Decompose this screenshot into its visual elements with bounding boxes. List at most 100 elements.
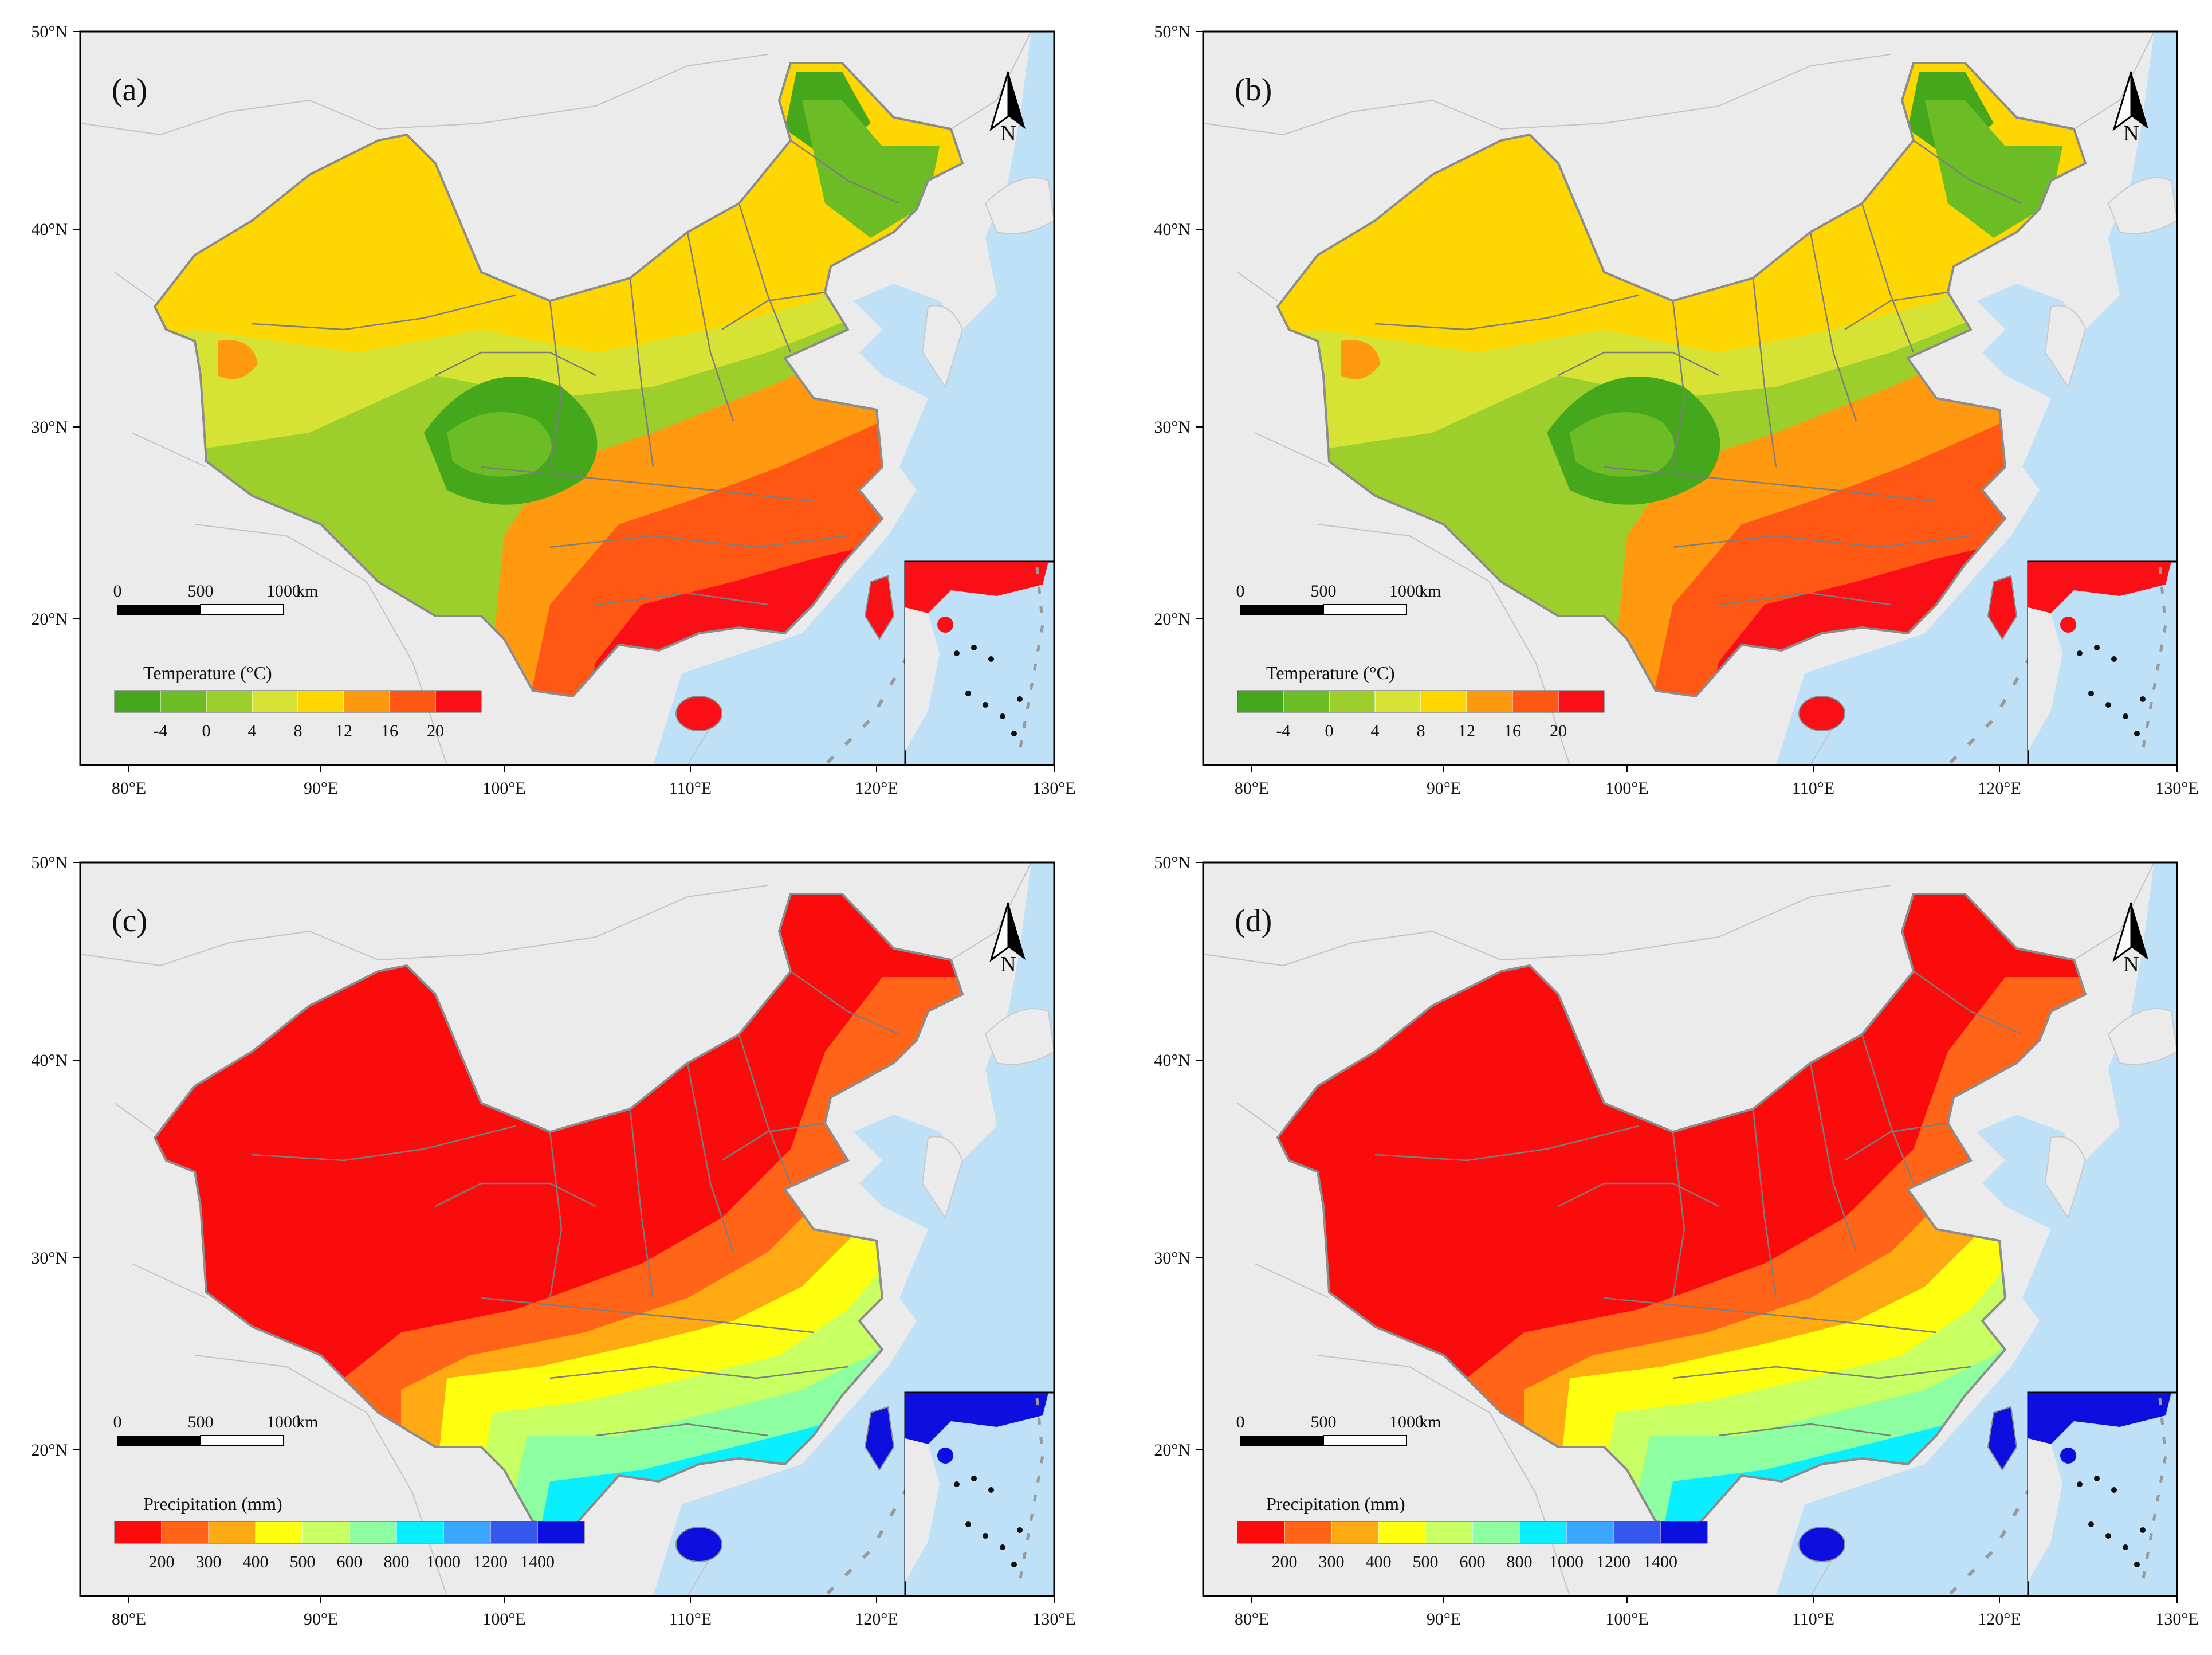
inset-island-dot [1000,713,1005,719]
province-border [549,535,848,548]
province-border [686,232,734,422]
province-border [1861,1034,1915,1184]
lon-label: 110°E [1792,1610,1834,1629]
colorbar-swatch [1420,690,1467,713]
province-border [1752,1108,1777,1299]
hainan-island [1798,1527,1845,1562]
lon-label: 100°E [1605,779,1648,798]
province-border [1913,139,2023,205]
inset-coast [905,1393,1048,1444]
scale-bar-white [200,1435,284,1446]
colorbar-swatch [302,1521,350,1544]
scale-bar-tick: 1000 [266,1413,301,1432]
province-border [686,1062,734,1253]
colorbar-tick-label: 300 [196,1552,222,1571]
korea-peninsula [2044,305,2087,389]
province-border [721,291,826,331]
province-border [738,1034,792,1184]
province-border [252,1125,516,1162]
hainan-island [1798,696,1845,731]
country-border [1237,1103,1278,1132]
scale-bar-white [1323,1435,1407,1446]
colorbar-tick-label: 500 [1413,1552,1439,1571]
colorbar-tick-label: 20 [427,721,444,740]
inset-coast [2028,1393,2171,1444]
colorbar-tick-label: 8 [294,721,302,740]
panel-label: (d) [1235,903,1272,939]
scale-bar-tick: 0 [1236,1413,1245,1432]
colorbar: Temperature (°C) -4 0 4 8 12 16 20 [1237,662,1605,740]
colorbar-swatch [297,690,344,713]
inset-island-dot [988,656,994,662]
colorbar-swatch [1466,690,1513,713]
province-border [1844,1122,1948,1162]
province-border [1604,466,1937,503]
colorbar-swatch [1558,690,1605,713]
colorbar-swatch [1329,690,1376,713]
country-border [950,862,1032,960]
colorbar-tick-label: 500 [290,1552,316,1571]
province-border [721,1122,826,1162]
north-arrow-label: N [2123,952,2139,976]
temperature-zone [218,340,258,379]
scale-bar-tick: 1000 [266,582,301,601]
colorbar-tick-label: 8 [1417,721,1425,740]
china-outline [1276,62,2087,698]
colorbar-tick-label: 12 [1458,721,1475,740]
lon-label: 80°E [1235,1610,1269,1629]
province-border [790,139,900,205]
country-border [80,54,768,136]
colorbar-tick-label: 12 [335,721,352,740]
province-border [1861,203,1915,353]
panel-label: (c) [112,903,147,939]
inset-map [2027,560,2178,766]
colorbar-swatch [252,690,298,713]
japan-island [984,1008,1054,1065]
colorbar-swatch [206,690,253,713]
scale-bar-tick: 1000 [1389,582,1424,601]
inset-island-dot [971,1476,977,1481]
inset-island-dot [2088,1521,2094,1527]
province-border [629,1108,654,1299]
lat-label: 40°N [1154,220,1191,239]
colorbar-tick-label: 0 [1325,721,1334,740]
inset-island-dot [983,702,988,708]
north-arrow-label: N [2123,121,2139,146]
map-panel: 50°N 40°N 30°N 20°N 80°E 90°E 100°E 110°E 120°E 1… [1154,22,2198,798]
province-border [1913,970,2023,1036]
colorbar-tick-label: 1400 [520,1552,555,1571]
inset-island [937,1448,953,1464]
scale-bar-white [200,604,284,615]
korea-peninsula [921,305,964,389]
map-area: 50°N 40°N 30°N 20°N 80°E 90°E 100°E 110°E 120°E 1… [31,22,1075,798]
inset-land [905,1438,940,1582]
inset-island-dot [2134,731,2140,736]
colorbar-swatch [443,1521,491,1544]
lon-label: 120°E [1978,1610,2021,1629]
north-arrow-icon: N [2112,71,2148,146]
scale-bar-tick: 0 [1236,582,1245,601]
colorbar-swatch [1566,1521,1614,1544]
colorbar-tick-label: 1000 [1549,1552,1584,1571]
colorbar-title: Precipitation (mm) [143,1493,282,1514]
province-border [435,351,596,377]
lon-label: 120°E [1978,779,2021,798]
country-border [131,1263,207,1299]
colorbar-swatch [1283,690,1330,713]
colorbar-tick-label: 800 [1507,1552,1533,1571]
colorbar-swatch [1613,1521,1661,1544]
inset-island-dot [1000,1544,1005,1550]
scale-bar-tick: 500 [1311,582,1337,601]
lon-label: 130°E [1032,1610,1075,1629]
inset-island-dot [2140,696,2146,702]
temperature-zone [1570,412,1675,477]
country-border [2073,862,2155,960]
lat-label: 30°N [31,1249,68,1268]
province-border [595,1423,768,1437]
province-border [1718,1423,1891,1437]
map-content [80,32,1054,765]
inset-island-dot [2077,650,2083,656]
colorbar-outline [1237,690,1605,713]
colorbar-outline [114,1521,585,1544]
